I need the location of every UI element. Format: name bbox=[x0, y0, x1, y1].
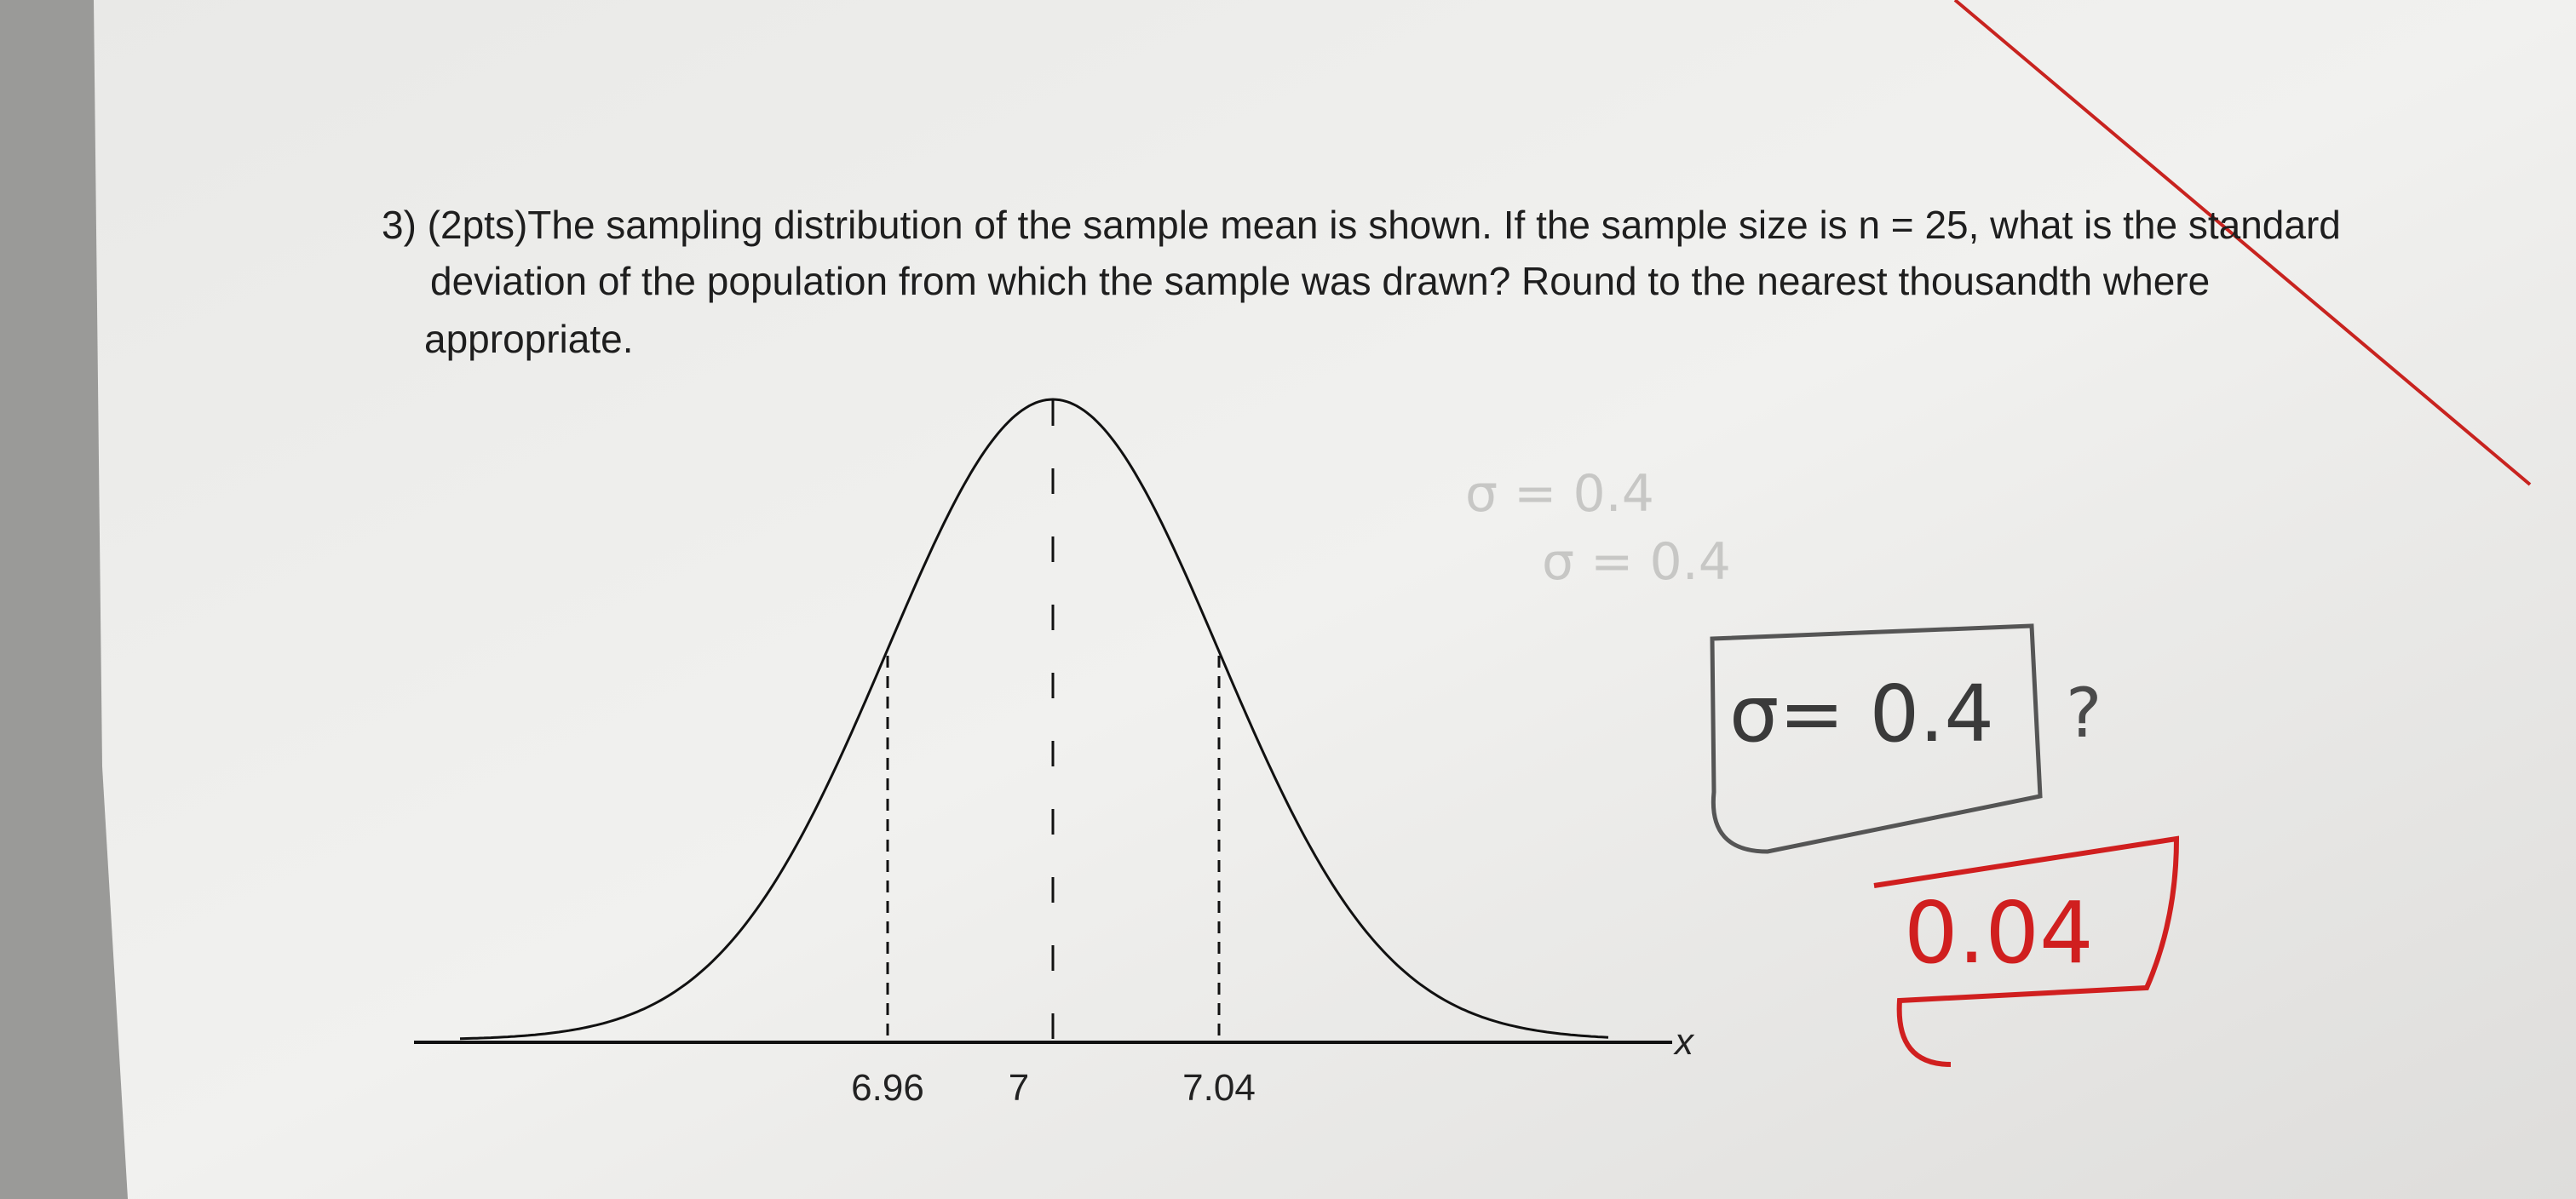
normal-curve-figure: 6.96 7 7.04 x bbox=[414, 398, 1695, 1109]
answer: σ= 0.4 bbox=[1729, 668, 1994, 760]
tick-label: 7.04 bbox=[1182, 1067, 1256, 1109]
question-line: 3) (2pts)The sampling distribution of th… bbox=[382, 203, 2341, 247]
question-line: appropriate. bbox=[424, 317, 634, 361]
paper bbox=[94, 0, 2576, 1199]
question-line: deviation of the population from which t… bbox=[430, 259, 2210, 303]
red-pen-stroke bbox=[1953, 0, 2532, 486]
question-mark: ? bbox=[2066, 674, 2102, 753]
tick-label: 7 bbox=[1009, 1067, 1029, 1109]
density-curve bbox=[459, 398, 1609, 1041]
handwriting: σ = 0.4 σ = 0.4 σ= 0.4 ? 0.04 bbox=[1465, 464, 2180, 1067]
scratch-note: σ = 0.4 bbox=[1465, 464, 1654, 524]
axis-label: x bbox=[1673, 1021, 1695, 1063]
correction: 0.04 bbox=[1904, 883, 2094, 983]
answer-box bbox=[1710, 623, 2043, 854]
scratch-note: σ = 0.4 bbox=[1542, 532, 1731, 592]
correction-box bbox=[1873, 835, 2180, 1067]
tick-label: 6.96 bbox=[851, 1067, 924, 1109]
